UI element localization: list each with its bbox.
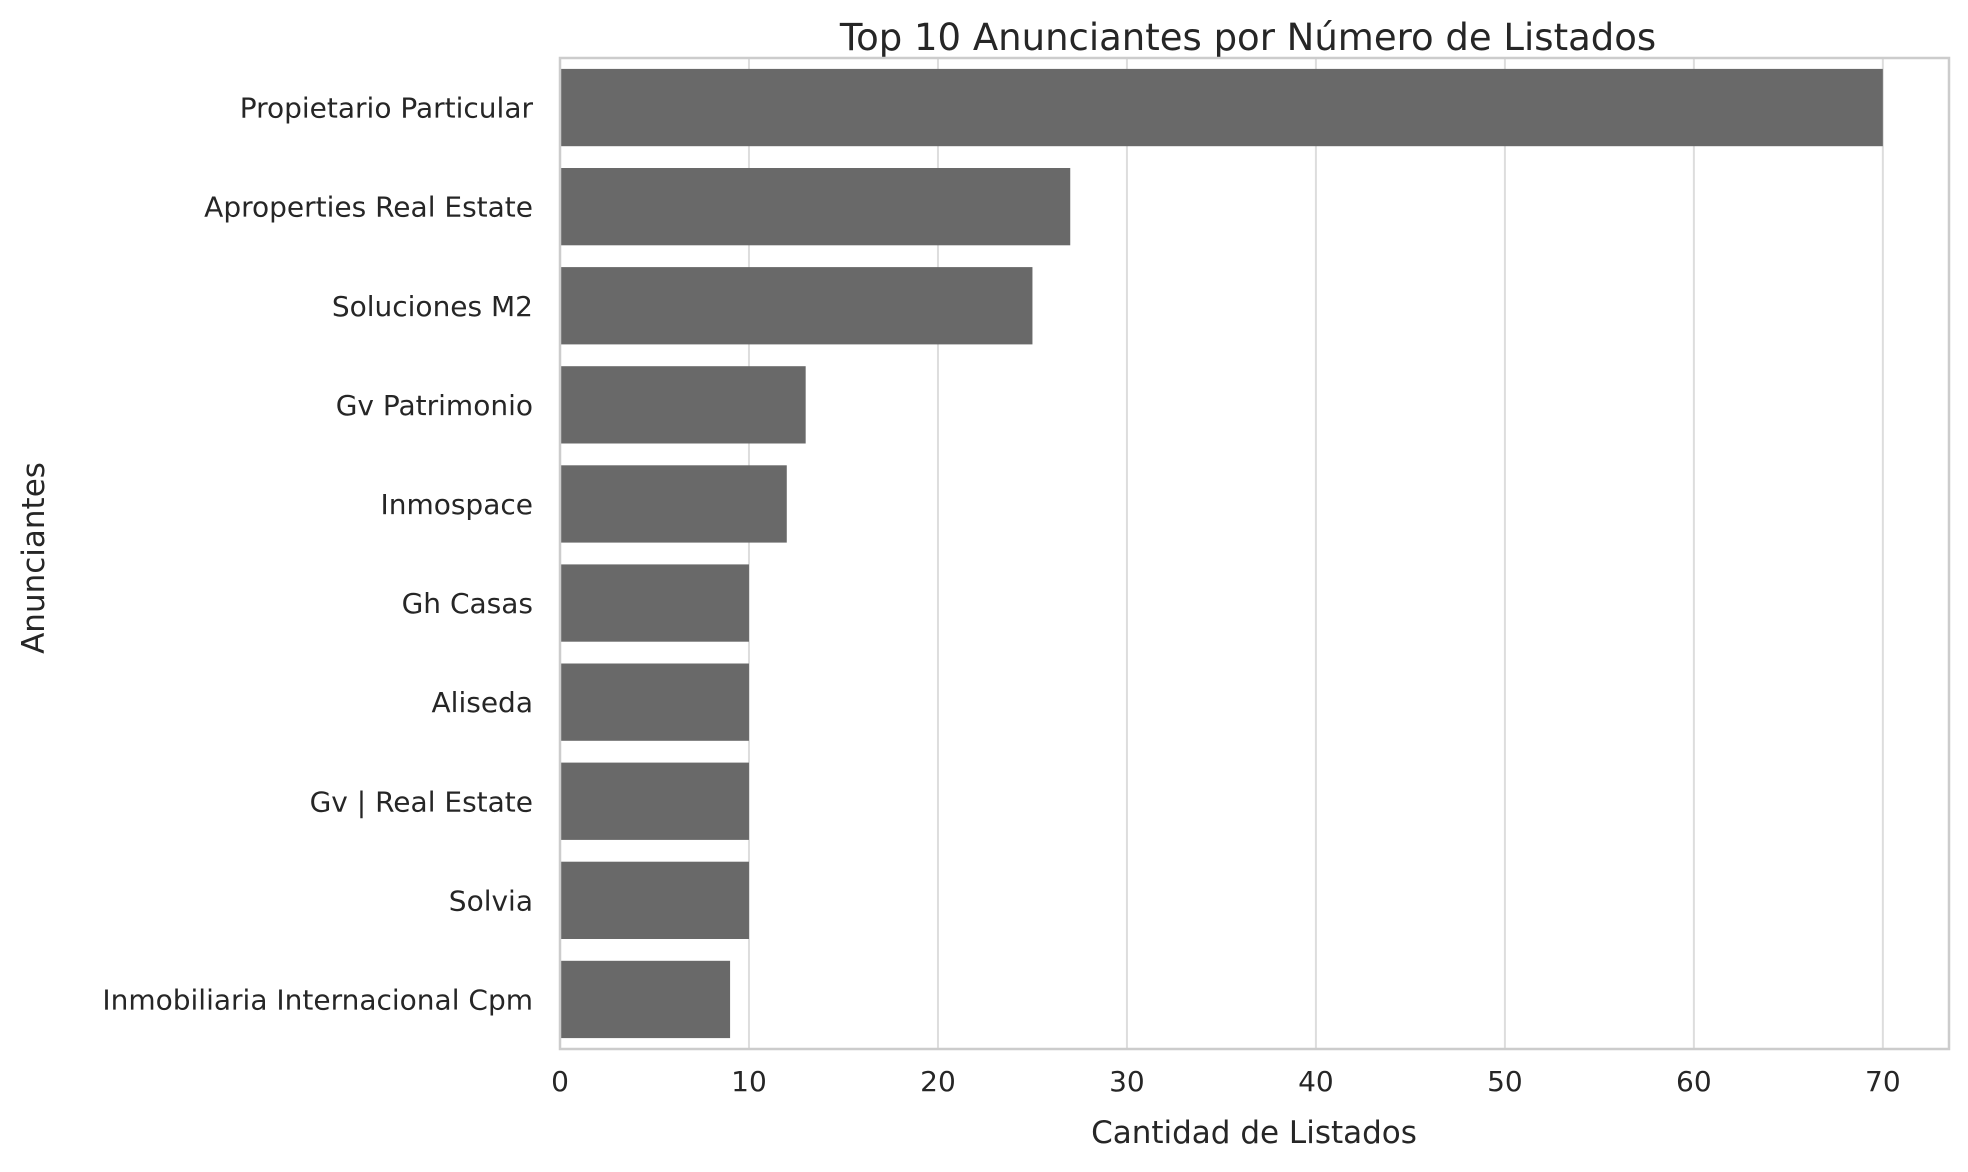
y-axis-title: Anunciantes (16, 462, 52, 654)
x-tick-label: 0 (551, 1065, 569, 1098)
x-tick-label: 30 (1109, 1065, 1145, 1098)
y-tick-labels: Propietario Particular Aproperties Real E… (102, 92, 533, 1017)
bar (560, 366, 806, 444)
y-tick-label: Gv Patrimonio (336, 389, 533, 422)
bar (560, 861, 749, 939)
y-tick-label: Aliseda (432, 686, 533, 719)
x-tick-label: 40 (1298, 1065, 1334, 1098)
bar (560, 663, 749, 741)
bar (560, 465, 787, 543)
plot-frame (558, 56, 1951, 1051)
y-tick-label: Propietario Particular (240, 92, 534, 125)
x-tick-label: 60 (1676, 1065, 1712, 1098)
x-tick-label: 20 (920, 1065, 956, 1098)
bar (560, 168, 1071, 246)
y-tick-label: Inmospace (380, 488, 533, 521)
y-tick-label: Gh Casas (402, 587, 533, 620)
x-tick-label: 70 (1865, 1065, 1901, 1098)
y-tick-label: Aproperties Real Estate (204, 191, 533, 224)
x-tick-label: 10 (731, 1065, 767, 1098)
x-tick-labels: 0 10 20 30 40 50 60 70 (551, 1065, 1901, 1098)
bar (560, 68, 1883, 147)
bar (560, 762, 749, 840)
bars (560, 68, 1883, 1039)
y-tick-label: Gv | Real Estate (310, 785, 533, 818)
x-axis-title: Cantidad de Listados (1091, 1115, 1417, 1151)
y-tick-label: Inmobiliaria Internacional Cpm (102, 983, 533, 1016)
bar (560, 960, 731, 1039)
chart-title: Top 10 Anunciantes por Número de Listado… (839, 16, 1656, 59)
x-tick-label: 50 (1487, 1065, 1523, 1098)
y-tick-label: Solvia (449, 884, 533, 917)
y-tick-label: Soluciones M2 (332, 290, 533, 323)
bar (560, 564, 749, 642)
bar (560, 267, 1033, 345)
